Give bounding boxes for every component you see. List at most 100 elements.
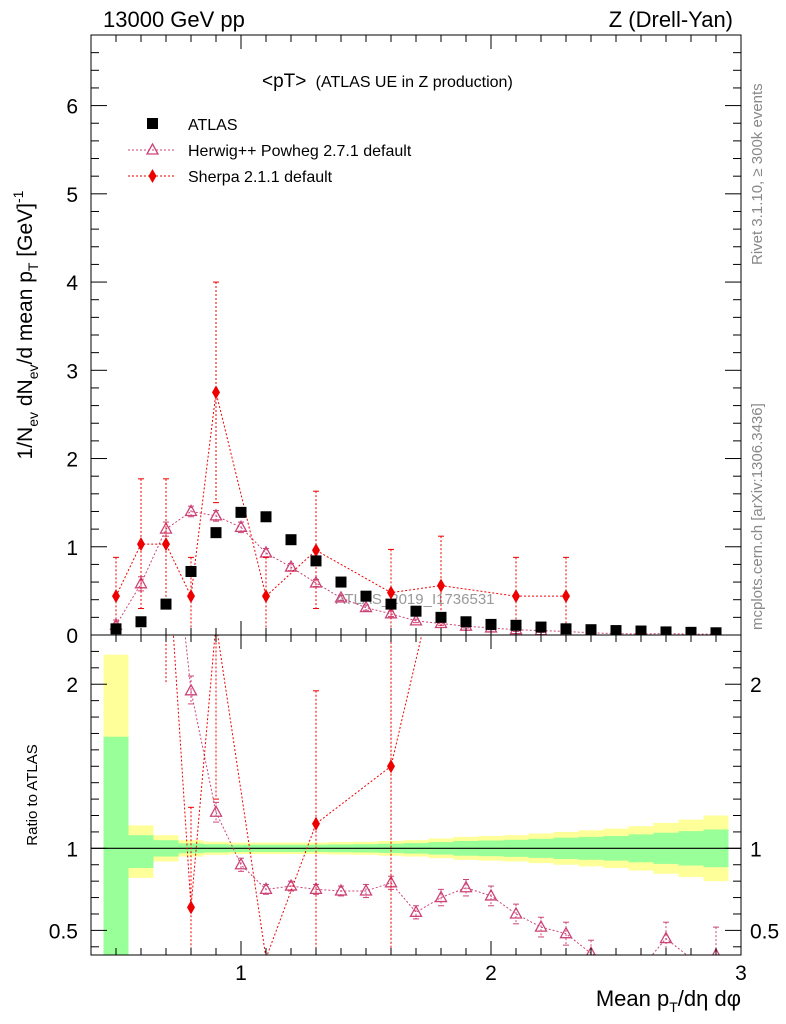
legend-marker-sherpa bbox=[148, 169, 157, 183]
watermark: ATLAS_2019_I1736531 bbox=[335, 591, 494, 608]
plot-title-sub: (ATLAS UE in Z production) bbox=[316, 74, 513, 91]
legend-marker-atlas bbox=[147, 118, 158, 129]
ylabel-part: 1/N bbox=[14, 427, 37, 460]
ratio-axes: 0.5 0.5 1 1 2 2 1 2 3 bbox=[49, 635, 779, 985]
sherpa-point bbox=[187, 589, 195, 604]
plot-title-main: <pT> bbox=[262, 71, 306, 92]
sherpa-line bbox=[115, 392, 566, 598]
atlas-data-point bbox=[510, 619, 522, 631]
legend-label-atlas: ATLAS bbox=[188, 117, 238, 134]
ratio-herwig-point bbox=[184, 683, 198, 696]
xlabel-part: Mean p bbox=[596, 986, 669, 1011]
atlas-data-point bbox=[435, 611, 447, 623]
ratio-herwig-point bbox=[534, 919, 548, 932]
ratio-y-axis-label: Ratio to ATLAS bbox=[24, 744, 41, 845]
ratio-herwig-point bbox=[234, 857, 248, 870]
sherpa-point bbox=[112, 589, 120, 604]
atlas-data-point bbox=[210, 527, 222, 539]
ratio-herwig-point bbox=[259, 882, 273, 895]
atlas-data-point bbox=[385, 598, 397, 610]
ratio-sherpa-point bbox=[187, 900, 195, 915]
ratio-herwig-point bbox=[359, 883, 373, 896]
herwig-point bbox=[309, 575, 323, 588]
herwig-point bbox=[159, 521, 173, 534]
header-left: 13000 GeV pp bbox=[103, 7, 245, 32]
atlas-data-point bbox=[535, 621, 547, 633]
sherpa-point bbox=[437, 578, 445, 593]
mcplots-label: mcplots.cern.ch [arXiv:1306.3436] bbox=[749, 403, 766, 630]
xlabel-sub: T bbox=[669, 999, 678, 1015]
ratio-herwig-point bbox=[711, 947, 721, 955]
legend-label-sherpa: Sherpa 2.1.1 default bbox=[188, 169, 333, 186]
ylabel-sub: T bbox=[25, 262, 41, 271]
ratio-y-tick-label: 1 bbox=[66, 838, 78, 861]
ylabel-sub: ev bbox=[25, 364, 41, 379]
sherpa-point bbox=[387, 585, 395, 600]
atlas-data-point bbox=[310, 555, 322, 567]
header-right: Z (Drell-Yan) bbox=[609, 7, 733, 32]
ratio-herwig-point bbox=[409, 904, 423, 917]
y-tick-label: 6 bbox=[66, 96, 78, 119]
ratio-sherpa-point bbox=[312, 816, 320, 831]
ratio-herwig-point bbox=[459, 880, 473, 893]
ratio-y-tick-label-right: 1 bbox=[750, 838, 762, 861]
ratio-y-tick-label-right: 0.5 bbox=[750, 920, 779, 943]
plot-title: <pT> (ATLAS UE in Z production) bbox=[262, 71, 513, 92]
ratio-herwig-point bbox=[586, 946, 596, 955]
atlas-data-point bbox=[160, 598, 172, 610]
x-tick-label: 1 bbox=[235, 962, 247, 985]
legend: ATLAS Herwig++ Powheg 2.7.1 default Sher… bbox=[128, 117, 412, 186]
y-tick-label: 2 bbox=[66, 449, 78, 472]
herwig-point bbox=[209, 508, 223, 521]
main-axes: 0 1 2 3 4 5 6 bbox=[66, 35, 742, 648]
xlabel-part: /dη dφ bbox=[678, 986, 741, 1011]
y-tick-label: 0 bbox=[66, 625, 78, 648]
atlas-data-point bbox=[235, 506, 247, 518]
atlas-data-point bbox=[460, 616, 472, 628]
herwig-point bbox=[409, 613, 423, 626]
ratio-herwig-point bbox=[334, 883, 348, 896]
ratio-plot-area bbox=[165, 635, 721, 955]
atlas-data-point bbox=[360, 590, 372, 602]
ratio-herwig-point bbox=[209, 804, 223, 817]
atlas-data-point bbox=[260, 511, 272, 523]
ratio-y-tick-label: 0.5 bbox=[49, 920, 78, 943]
x-tick-label: 3 bbox=[735, 962, 747, 985]
ylabel-part: /d mean p bbox=[14, 271, 37, 364]
ratio-herwig-line bbox=[190, 690, 716, 955]
sherpa-point bbox=[562, 589, 570, 604]
herwig-point bbox=[234, 520, 248, 533]
ratio-uncertainty-bands bbox=[91, 654, 741, 955]
atlas-data-point bbox=[410, 605, 422, 617]
atlas-data-point bbox=[335, 576, 347, 588]
sherpa-point bbox=[312, 543, 320, 558]
y-tick-label: 1 bbox=[66, 537, 78, 560]
rivet-label: Rivet 3.1.10, ≥ 300k events bbox=[749, 83, 766, 265]
ratio-herwig-point bbox=[559, 926, 573, 939]
ratio-sherpa-point bbox=[387, 759, 395, 774]
sherpa-point bbox=[137, 537, 145, 552]
sherpa-point bbox=[512, 589, 520, 604]
x-axis-label: Mean pT/dη dφ bbox=[596, 986, 741, 1015]
y-tick-label: 5 bbox=[66, 184, 78, 207]
ratio-herwig-point bbox=[509, 906, 523, 919]
atlas-data-point bbox=[185, 565, 197, 577]
y-tick-label: 4 bbox=[66, 272, 78, 295]
legend-label-herwig: Herwig++ Powheg 2.7.1 default bbox=[188, 143, 412, 160]
herwig-point bbox=[359, 600, 373, 613]
ratio-stat-band bbox=[103, 736, 129, 955]
legend-marker-herwig bbox=[145, 142, 160, 155]
sherpa-point bbox=[212, 385, 220, 400]
atlas-data-point bbox=[135, 616, 147, 628]
ratio-herwig-point bbox=[309, 882, 323, 895]
y-tick-label: 3 bbox=[66, 360, 78, 383]
herwig-point bbox=[284, 559, 298, 572]
ratio-herwig-point bbox=[484, 888, 498, 901]
ratio-y-tick-label-right: 2 bbox=[750, 674, 762, 697]
sherpa-point bbox=[162, 537, 170, 552]
herwig-point bbox=[184, 504, 198, 517]
atlas-data-point bbox=[285, 534, 297, 546]
ylabel-part: [GeV] bbox=[14, 203, 37, 263]
main-plot-area bbox=[109, 281, 722, 635]
